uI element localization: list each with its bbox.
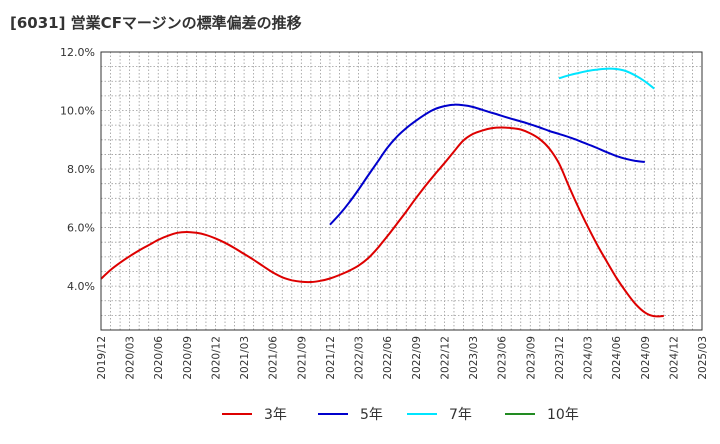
- x-tick-label: 2023/12: [554, 336, 566, 380]
- x-tick-label: 2020/09: [182, 336, 194, 380]
- y-tick-label: 8.0%: [67, 163, 95, 176]
- legend-label: 10年: [547, 407, 579, 423]
- y-tick-label: 6.0%: [67, 222, 95, 235]
- series-line-7年: [558, 67, 655, 90]
- grid: [101, 52, 702, 330]
- x-tick-label: 2023/06: [497, 336, 509, 380]
- x-tick-label: 2022/12: [439, 336, 451, 380]
- legend-label: 7年: [449, 407, 472, 423]
- x-tick-label: 2024/12: [668, 336, 680, 380]
- x-tick-label: 2025/03: [697, 336, 709, 380]
- series-lines: [100, 67, 664, 318]
- legend-label: 5年: [360, 407, 383, 423]
- y-tick-label: 4.0%: [67, 280, 95, 293]
- x-tick-label: 2024/03: [583, 336, 595, 380]
- legend-label: 3年: [264, 407, 287, 423]
- x-tick-label: 2021/03: [239, 336, 251, 380]
- x-tick-label: 2020/06: [153, 336, 165, 380]
- x-tick-label: 2020/03: [125, 336, 137, 380]
- x-tick-label: 2022/09: [411, 336, 423, 380]
- series-line-3年: [100, 126, 664, 318]
- y-tick-label: 10.0%: [60, 105, 95, 118]
- x-tick-label: 2024/06: [611, 336, 623, 380]
- plot-frame: [100, 51, 703, 331]
- x-tick-label: 2021/09: [296, 336, 308, 380]
- x-tick-label: 2022/03: [354, 336, 366, 380]
- x-tick-label: 2023/03: [468, 336, 480, 380]
- x-tick-label: 2022/06: [382, 336, 394, 380]
- y-tick-label: 12.0%: [60, 46, 95, 59]
- x-tick-label: 2019/12: [96, 336, 108, 380]
- x-axis-ticks: 2019/12 2020/03 2020/06 2020/09 2020/12 2021/…: [96, 336, 709, 380]
- series-line-5年: [329, 103, 645, 226]
- legend: 3年 5年 7年 10年: [222, 407, 579, 423]
- y-axis-ticks: 4.0% 6.0% 8.0% 10.0% 12.0%: [60, 46, 95, 293]
- x-tick-label: 2024/09: [640, 336, 652, 380]
- x-tick-label: 2020/12: [210, 336, 222, 380]
- x-tick-label: 2021/12: [325, 336, 337, 380]
- x-tick-label: 2021/06: [268, 336, 280, 380]
- chart-title: [6031] 営業CFマージンの標準偏差の推移: [10, 14, 302, 32]
- x-tick-label: 2023/09: [525, 336, 537, 380]
